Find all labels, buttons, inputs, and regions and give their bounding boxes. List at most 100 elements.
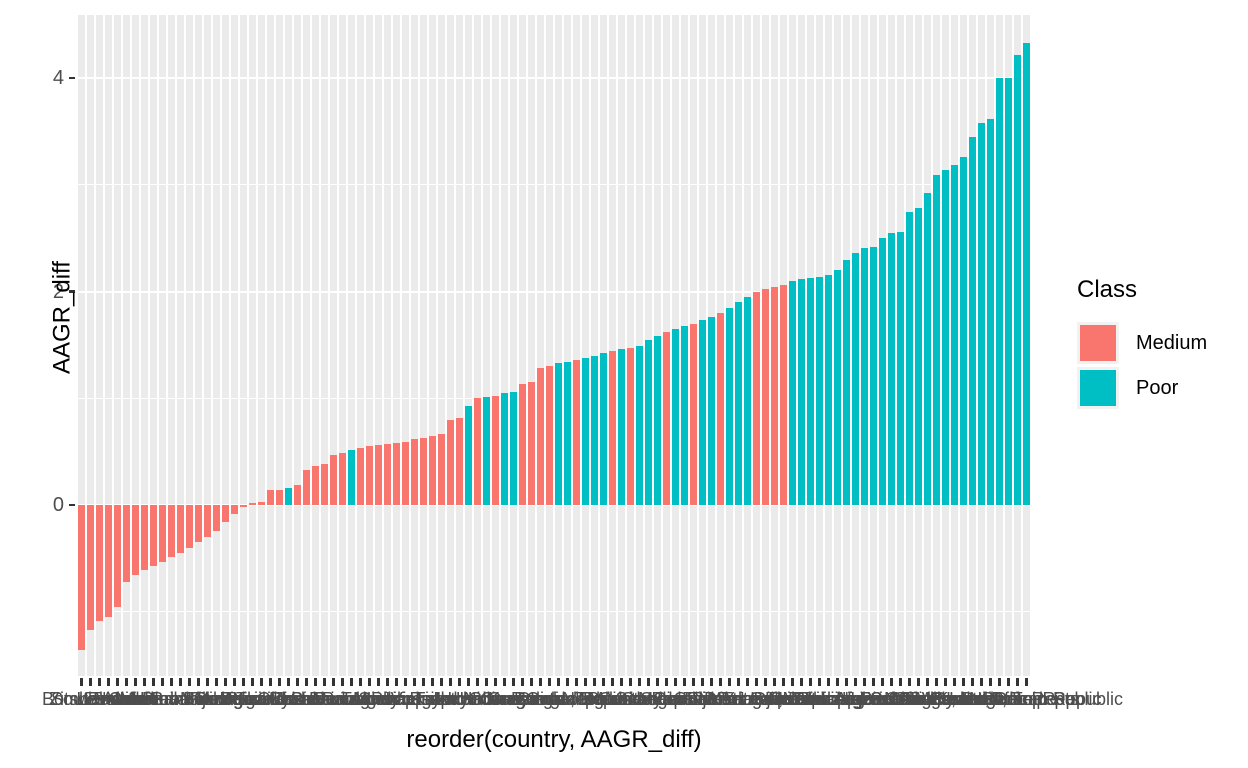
x-tick-label: Sudan: [640, 689, 693, 709]
category-background-stripe: [194, 15, 203, 676]
bar: [995, 78, 1004, 505]
x-tick-label: Jamaica: [110, 689, 179, 709]
x-tick-mark: [764, 678, 767, 686]
bar: [761, 289, 770, 505]
x-tick-label: Nepal: [561, 689, 610, 709]
bar: [329, 454, 338, 505]
bar: [707, 317, 716, 505]
category-background-stripe: [428, 15, 437, 676]
bar: [680, 325, 689, 505]
bar: [122, 505, 131, 582]
bar: [230, 505, 239, 514]
bar: [815, 276, 824, 505]
category-background-stripe: [356, 15, 365, 676]
x-tick-mark: [584, 678, 587, 686]
x-tick-label: Madagascar: [706, 689, 807, 709]
x-tick-label: Eswatini: [83, 689, 152, 709]
bar: [203, 505, 212, 537]
x-tick-mark: [260, 678, 263, 686]
x-tick-label: Gabon: [108, 689, 163, 709]
x-tick-mark: [836, 678, 839, 686]
bar: [1013, 54, 1022, 505]
bar: [491, 396, 500, 505]
category-background-stripe: [518, 15, 527, 676]
bar: [941, 169, 950, 505]
x-tick-mark: [692, 678, 695, 686]
x-tick-label: Uganda: [841, 689, 906, 709]
x-tick-mark: [332, 678, 335, 686]
category-background-stripe: [86, 15, 95, 676]
bar: [563, 362, 572, 505]
bar: [401, 442, 410, 505]
bar: [311, 465, 320, 505]
bar: [662, 332, 671, 505]
x-tick-mark: [107, 678, 110, 686]
x-tick-mark: [953, 678, 956, 686]
category-background-stripe: [329, 15, 338, 676]
x-tick-mark: [773, 678, 776, 686]
category-background-stripe: [554, 15, 563, 676]
x-tick-mark: [944, 678, 947, 686]
legend-item-poor: Poor: [1077, 367, 1207, 409]
x-tick-mark: [962, 678, 965, 686]
gridline-minor: [77, 397, 1031, 399]
x-tick-label: Georgia: [193, 689, 258, 709]
y-tick-label-2: 2: [52, 280, 64, 303]
category-background-stripe: [338, 15, 347, 676]
x-tick-mark: [980, 678, 983, 686]
x-tick-mark: [926, 678, 929, 686]
bar: [824, 274, 833, 505]
bar: [293, 484, 302, 505]
x-tick-mark: [989, 678, 992, 686]
x-tick-mark: [1007, 678, 1010, 686]
x-tick-label: Guyana: [256, 689, 321, 709]
x-tick-label: Peru: [314, 689, 353, 709]
x-tick-label: Bangladesh: [510, 689, 607, 709]
bar: [392, 443, 401, 505]
bar: [500, 392, 509, 505]
x-tick-label: Algeria: [350, 689, 407, 709]
x-tick-label: Zambia: [582, 689, 643, 709]
y-tick-label-0: 0: [52, 494, 64, 516]
category-background-stripe: [590, 15, 599, 676]
bar: [158, 505, 167, 562]
category-background-stripe: [473, 15, 482, 676]
bar: [608, 351, 617, 505]
bar: [194, 505, 203, 543]
x-tick-mark: [548, 678, 551, 686]
bar: [428, 435, 437, 505]
x-tick-mark: [602, 678, 605, 686]
x-tick-label: Suriname: [312, 689, 391, 709]
x-tick-mark: [791, 678, 794, 686]
x-tick-mark: [899, 678, 902, 686]
category-background-stripe: [599, 15, 608, 676]
x-tick-mark: [737, 678, 740, 686]
bar: [86, 505, 95, 630]
gridline-major: [77, 77, 1031, 80]
x-tick-label: Nigeria: [835, 689, 894, 709]
x-tick-label: Egypt: [409, 689, 456, 709]
x-tick-mark: [116, 678, 119, 686]
bar: [842, 259, 851, 505]
category-background-stripe: [275, 15, 284, 676]
x-tick-mark: [377, 678, 380, 686]
x-tick-label: Niger: [968, 689, 1013, 709]
category-background-stripe: [401, 15, 410, 676]
x-tick-label: Sao Tome and Principe: [870, 689, 1057, 709]
x-tick-label: Nicaragua: [463, 689, 546, 709]
bar: [851, 253, 860, 505]
category-background-stripe: [176, 15, 185, 676]
x-tick-mark: [188, 678, 191, 686]
bar: [275, 490, 284, 505]
x-tick-mark: [305, 678, 308, 686]
bar: [302, 469, 311, 505]
bar: [1022, 42, 1031, 505]
x-tick-mark: [125, 678, 128, 686]
x-tick-label: Bulgaria: [219, 689, 286, 709]
x-tick-label: Timor-Leste: [897, 689, 994, 709]
x-tick-label: Solomon Islands: [869, 689, 1004, 709]
x-tick-mark: [503, 678, 506, 686]
bar: [932, 175, 941, 505]
bar: [950, 164, 959, 505]
x-tick-mark: [1016, 678, 1019, 686]
